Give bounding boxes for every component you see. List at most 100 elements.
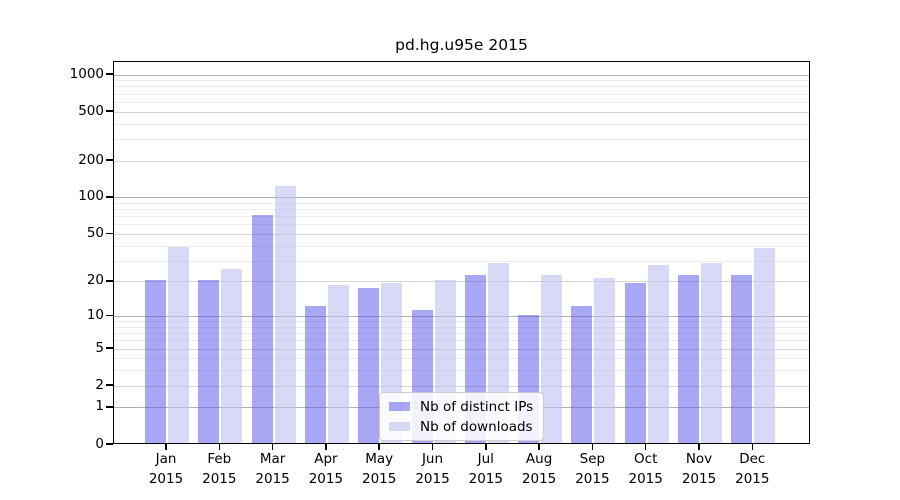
gridline-800	[114, 86, 809, 88]
y-tick-mark	[106, 314, 113, 317]
gridline-70	[114, 216, 809, 218]
gridline-10	[114, 316, 809, 318]
y-tick-label: 10	[86, 307, 104, 324]
gridline-5	[114, 348, 809, 350]
bar-distinct-ips	[731, 275, 753, 443]
y-tick-label: 5	[95, 339, 104, 356]
y-tick-label: 50	[86, 224, 104, 241]
x-tick-label: Jul 2015	[468, 451, 503, 487]
bar-downloads	[274, 186, 296, 443]
legend-swatch-ips_bar	[389, 402, 410, 411]
gridline-500	[114, 111, 809, 113]
gridline-400	[114, 123, 809, 125]
x-tick-label: Jan 2015	[148, 451, 184, 487]
x-tick-mark	[485, 444, 487, 450]
y-tick-mark	[106, 384, 113, 386]
x-tick-mark	[165, 444, 167, 450]
plot-area	[113, 61, 810, 444]
legend-swatch-downloads_bar	[389, 422, 410, 431]
gridline-3	[114, 370, 809, 372]
x-tick-mark	[378, 444, 380, 450]
gridline-600	[114, 101, 809, 103]
y-tick-label: 200	[78, 151, 104, 168]
bar-distinct-ips	[358, 288, 380, 443]
bar-distinct-ips	[145, 280, 166, 443]
bar-downloads	[221, 268, 243, 443]
legend-label: Nb of distinct IPs	[420, 398, 534, 415]
gridline-7	[114, 333, 809, 335]
gridline-6	[114, 340, 809, 342]
bar-downloads	[754, 248, 776, 443]
y-tick-mark	[106, 232, 113, 235]
y-tick-label: 1	[95, 398, 104, 415]
y-tick-mark	[106, 443, 113, 445]
gridline-300	[114, 138, 809, 140]
gridline-200	[114, 160, 809, 162]
gridline-20	[114, 281, 809, 283]
x-tick-label: Jun 2015	[415, 451, 450, 487]
x-tick-mark	[431, 444, 434, 450]
gridline-8	[114, 326, 809, 328]
bar-downloads	[647, 264, 669, 443]
x-tick-label: Oct 2015	[628, 451, 663, 487]
y-tick-mark	[106, 280, 113, 282]
x-tick-mark	[325, 444, 327, 450]
gridline-40	[114, 245, 809, 247]
y-tick-mark	[106, 159, 113, 161]
bar-downloads	[168, 246, 189, 443]
x-tick-label: Mar 2015	[255, 451, 290, 487]
bar-distinct-ips	[678, 275, 699, 443]
y-tick-mark	[106, 406, 113, 408]
x-tick-label: Feb 2015	[202, 451, 237, 487]
bar-distinct-ips	[571, 305, 593, 443]
x-tick-mark	[644, 444, 647, 450]
gridline-900	[114, 80, 809, 82]
x-tick-label: Aug 2015	[521, 451, 557, 487]
bar-distinct-ips	[251, 214, 273, 443]
bar-downloads	[541, 275, 563, 443]
bar-downloads	[701, 262, 722, 443]
y-tick-label: 20	[86, 272, 104, 289]
x-tick-mark	[751, 444, 754, 450]
x-tick-mark	[271, 444, 274, 450]
x-tick-mark	[698, 444, 700, 450]
x-tick-label: Sep 2015	[575, 451, 610, 487]
gridline-80	[114, 209, 809, 211]
bar-downloads	[594, 277, 616, 443]
x-tick-mark	[538, 444, 540, 450]
y-tick-mark	[106, 347, 113, 349]
bar-distinct-ips	[624, 282, 646, 443]
legend-item: Nb of distinct IPs	[389, 398, 533, 415]
legend-item: Nb of downloads	[389, 418, 533, 435]
x-tick-label: Apr 2015	[308, 451, 344, 487]
legend-label: Nb of downloads	[420, 418, 533, 435]
chart-title: pd.hg.u95e 2015	[395, 36, 528, 54]
legend: Nb of distinct IPs Nb of downloads	[379, 392, 545, 441]
x-tick-mark	[218, 444, 221, 450]
x-tick-label: May 2015	[362, 451, 397, 487]
gridline-50	[114, 233, 809, 235]
gridline-100	[114, 197, 809, 199]
gridline-2	[114, 385, 809, 387]
y-tick-mark	[106, 196, 113, 198]
x-tick-label: Nov 2015	[681, 451, 717, 487]
gridline-9	[114, 321, 809, 323]
y-tick-mark	[106, 110, 113, 112]
gridline-1000	[114, 74, 809, 76]
y-tick-label: 500	[78, 102, 104, 119]
gridline-30	[114, 260, 809, 262]
gridline-4	[114, 358, 809, 360]
y-tick-label: 0	[95, 435, 104, 452]
y-tick-label: 2	[95, 376, 104, 393]
bar-distinct-ips	[304, 305, 326, 443]
x-tick-label: Dec 2015	[735, 451, 770, 487]
gridline-700	[114, 93, 809, 95]
gridline-90	[114, 202, 809, 204]
gridline-60	[114, 224, 809, 226]
bar-downloads	[327, 285, 349, 443]
y-tick-label: 100	[78, 188, 104, 205]
y-tick-mark	[106, 73, 113, 75]
y-tick-label: 1000	[69, 65, 104, 82]
bar-distinct-ips	[198, 280, 220, 443]
